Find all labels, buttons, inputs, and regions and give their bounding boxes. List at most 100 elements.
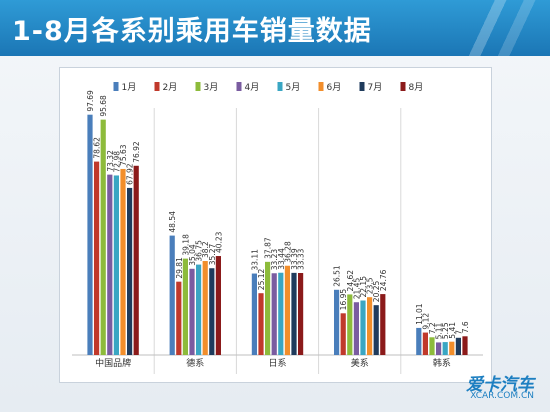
bar — [373, 305, 379, 355]
data-label: 9.12 — [421, 313, 430, 330]
bar — [340, 313, 346, 355]
data-label: 35.27 — [208, 244, 217, 266]
data-label: 22.15 — [359, 276, 368, 298]
legend-swatch — [154, 82, 160, 91]
data-label: 37.87 — [264, 237, 273, 259]
legend-label: 3月 — [204, 82, 219, 93]
bar — [284, 265, 290, 355]
category-label: 美系 — [351, 357, 369, 369]
bar — [278, 272, 284, 355]
bar — [462, 336, 468, 355]
legend-label: 6月 — [327, 82, 342, 93]
header-banner: 1-8月各系别乘用车销量数据 — [0, 0, 550, 56]
bar — [127, 187, 133, 355]
bar — [367, 297, 373, 355]
bar — [347, 294, 353, 355]
bar — [360, 300, 366, 355]
data-label: 16.95 — [339, 289, 348, 311]
category-label: 韩系 — [433, 357, 451, 369]
watermark-logo: 爱卡汽车 — [466, 375, 534, 395]
bar — [265, 261, 271, 355]
legend-label: 8月 — [409, 82, 424, 93]
data-label: 36.28 — [283, 241, 292, 263]
chart-panel: 1月 2月 3月 4月 5月 6月 7月 8月 97.69 78.62 95.68 73.32 72.9… — [59, 67, 492, 383]
data-label: 33.39 — [290, 248, 299, 270]
legend-swatch — [195, 82, 201, 91]
bar — [202, 261, 208, 355]
bar — [189, 268, 195, 355]
bar — [209, 268, 215, 355]
bar — [169, 235, 175, 355]
watermark: 爱卡汽车 XCAR.COM.CN — [438, 370, 538, 406]
bar — [455, 337, 461, 355]
data-label: 7.6 — [461, 321, 470, 333]
data-label: 78.62 — [93, 137, 102, 159]
data-label: 23.5 — [366, 277, 375, 294]
data-label: 24.62 — [346, 270, 355, 292]
bar — [258, 293, 264, 355]
bar — [436, 342, 442, 355]
bar — [416, 327, 422, 355]
bar — [353, 302, 359, 355]
bar-chart: 1月 2月 3月 4月 5月 6月 7月 8月 97.69 78.62 95.68 73.3272.9… — [72, 82, 483, 374]
bar — [182, 258, 188, 355]
data-label: 40.23 — [214, 231, 223, 253]
category-label: 中国品牌 — [95, 357, 131, 369]
data-label: 5.41 — [448, 322, 457, 339]
bar — [120, 168, 126, 355]
bar — [87, 114, 93, 355]
data-label: 33.23 — [270, 249, 279, 271]
data-label: 36.75 — [195, 240, 204, 262]
data-label: 75.63 — [119, 144, 128, 166]
data-label: 5.25 — [441, 322, 450, 339]
data-label: 35.04 — [188, 244, 197, 266]
data-label: 25.12 — [257, 269, 266, 291]
data-label: 11.01 — [415, 303, 424, 325]
bar — [298, 273, 304, 355]
data-label: 29.81 — [175, 257, 184, 279]
bar — [334, 289, 340, 355]
bar — [94, 161, 100, 355]
bar — [291, 272, 297, 355]
legend-label: 2月 — [163, 82, 178, 93]
data-label: 39.18 — [181, 234, 190, 256]
bar — [271, 273, 277, 355]
bar — [113, 175, 119, 355]
bar — [100, 119, 106, 355]
data-label: 38.2 — [201, 241, 210, 258]
data-label: 72.98 — [112, 151, 121, 173]
data-label: 73.32 — [106, 150, 115, 172]
data-label: 33.11 — [250, 249, 259, 271]
bar — [215, 256, 221, 355]
watermark-url: XCAR.COM.CN — [470, 391, 534, 401]
data-label: 5.11 — [435, 323, 444, 340]
legend-swatch — [359, 82, 365, 91]
data-label: 33.33 — [297, 248, 306, 270]
legend-swatch — [113, 82, 119, 91]
bar — [107, 174, 113, 355]
bar — [176, 281, 182, 355]
data-label: 97.69 — [86, 90, 95, 112]
data-label: 7.2 — [428, 322, 437, 334]
data-label: 48.54 — [168, 211, 177, 233]
bar — [251, 273, 257, 355]
data-label: 24.76 — [379, 269, 388, 291]
data-label: 95.68 — [99, 95, 108, 117]
header-decoration — [460, 0, 550, 56]
data-label: 21.45 — [352, 278, 361, 300]
page-title: 1-8月各系别乘用车销量数据 — [12, 16, 372, 47]
data-label: 67.92 — [126, 163, 135, 185]
legend-label: 1月 — [122, 82, 137, 93]
category-label: 日系 — [268, 358, 286, 369]
data-label: 20.25 — [372, 280, 381, 302]
legend-label: 4月 — [245, 82, 260, 93]
legend-swatch — [400, 82, 406, 91]
legend-swatch — [318, 82, 324, 91]
data-label: 33.44 — [277, 248, 286, 270]
data-label: 26.51 — [333, 265, 342, 287]
bar — [449, 341, 455, 355]
legend-swatch — [277, 82, 283, 91]
legend-label: 7月 — [368, 82, 383, 93]
bar — [442, 342, 448, 355]
category-label: 德系 — [186, 357, 204, 369]
